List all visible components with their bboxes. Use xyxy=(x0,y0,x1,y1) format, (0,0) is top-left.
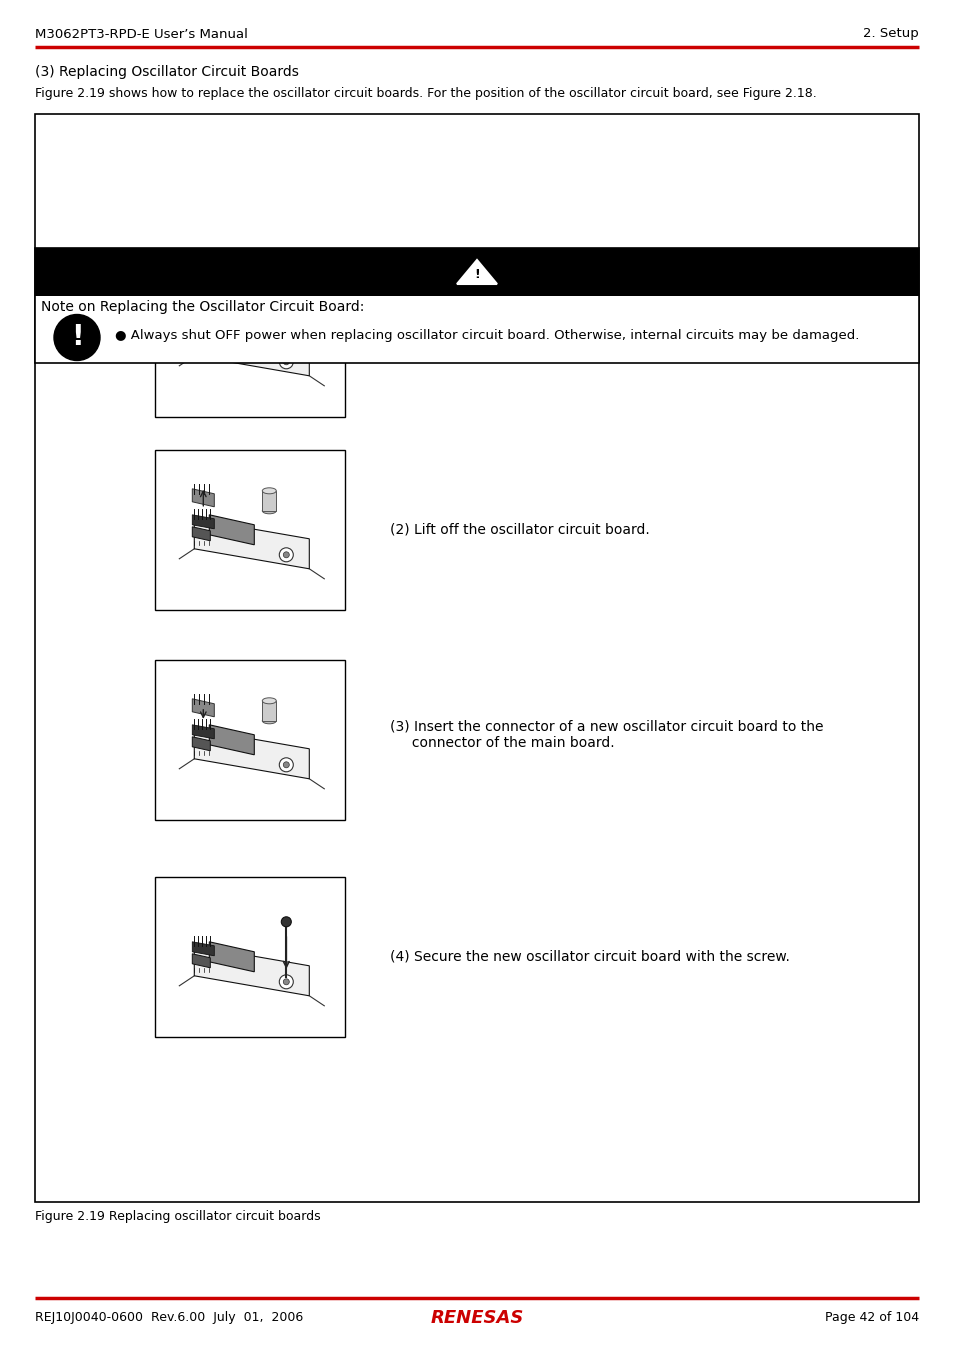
Circle shape xyxy=(279,975,293,988)
Circle shape xyxy=(281,917,291,927)
Polygon shape xyxy=(193,737,210,751)
Bar xyxy=(35,248,918,296)
Polygon shape xyxy=(193,514,214,529)
Polygon shape xyxy=(209,514,254,545)
Polygon shape xyxy=(194,729,309,779)
Polygon shape xyxy=(209,321,254,352)
Circle shape xyxy=(279,355,293,369)
Text: (1) Unscrew the screw securing the oscillator circuit board.: (1) Unscrew the screw securing the oscil… xyxy=(390,327,799,342)
Bar xyxy=(262,701,276,721)
Text: Page 42 of 104: Page 42 of 104 xyxy=(824,1311,918,1324)
Polygon shape xyxy=(209,725,254,755)
Circle shape xyxy=(281,297,291,306)
Circle shape xyxy=(279,548,293,562)
Ellipse shape xyxy=(262,508,276,514)
Text: Note on Replacing the Oscillator Circuit Board:: Note on Replacing the Oscillator Circuit… xyxy=(41,300,364,315)
Polygon shape xyxy=(193,489,214,506)
Polygon shape xyxy=(456,261,497,284)
Text: (4) Secure the new oscillator circuit board with the screw.: (4) Secure the new oscillator circuit bo… xyxy=(390,950,789,964)
Polygon shape xyxy=(209,942,254,972)
Text: M3062PT3-RPD-E User’s Manual: M3062PT3-RPD-E User’s Manual xyxy=(35,27,248,40)
Circle shape xyxy=(283,359,289,364)
Circle shape xyxy=(54,315,100,360)
Circle shape xyxy=(283,761,289,768)
Text: (3) Replacing Oscillator Circuit Boards: (3) Replacing Oscillator Circuit Boards xyxy=(35,65,298,80)
Polygon shape xyxy=(193,725,214,738)
Bar xyxy=(154,660,345,819)
Text: ● Always shut OFF power when replacing oscillator circuit board. Otherwise, inte: ● Always shut OFF power when replacing o… xyxy=(115,329,859,342)
Polygon shape xyxy=(193,526,210,541)
Bar xyxy=(154,450,345,610)
Bar xyxy=(35,248,918,363)
Circle shape xyxy=(283,552,289,558)
Polygon shape xyxy=(193,699,214,717)
Circle shape xyxy=(279,757,293,772)
Polygon shape xyxy=(194,518,309,568)
Polygon shape xyxy=(194,946,309,996)
Circle shape xyxy=(283,979,289,984)
Polygon shape xyxy=(193,321,214,336)
Polygon shape xyxy=(193,954,210,968)
Bar xyxy=(262,491,276,510)
Ellipse shape xyxy=(262,718,276,724)
Bar xyxy=(35,296,918,363)
Text: 2. Setup: 2. Setup xyxy=(862,27,918,40)
Text: !: ! xyxy=(474,269,479,282)
Text: Figure 2.19 shows how to replace the oscillator circuit boards. For the position: Figure 2.19 shows how to replace the osc… xyxy=(35,86,816,100)
Polygon shape xyxy=(193,333,210,348)
Text: REJ10J0040-0600  Rev.6.00  July  01,  2006: REJ10J0040-0600 Rev.6.00 July 01, 2006 xyxy=(35,1311,303,1324)
Bar xyxy=(154,878,345,1037)
Polygon shape xyxy=(194,325,309,375)
Polygon shape xyxy=(193,942,214,956)
Bar xyxy=(154,256,345,417)
Text: (3) Insert the connector of a new oscillator circuit board to the
     connector: (3) Insert the connector of a new oscill… xyxy=(390,720,822,751)
Bar xyxy=(35,113,918,1202)
Text: Figure 2.19 Replacing oscillator circuit boards: Figure 2.19 Replacing oscillator circuit… xyxy=(35,1210,320,1223)
Text: (2) Lift off the oscillator circuit board.: (2) Lift off the oscillator circuit boar… xyxy=(390,522,649,537)
Ellipse shape xyxy=(262,487,276,494)
Text: RENESAS: RENESAS xyxy=(430,1310,523,1327)
Ellipse shape xyxy=(262,698,276,703)
Text: !: ! xyxy=(71,324,83,351)
